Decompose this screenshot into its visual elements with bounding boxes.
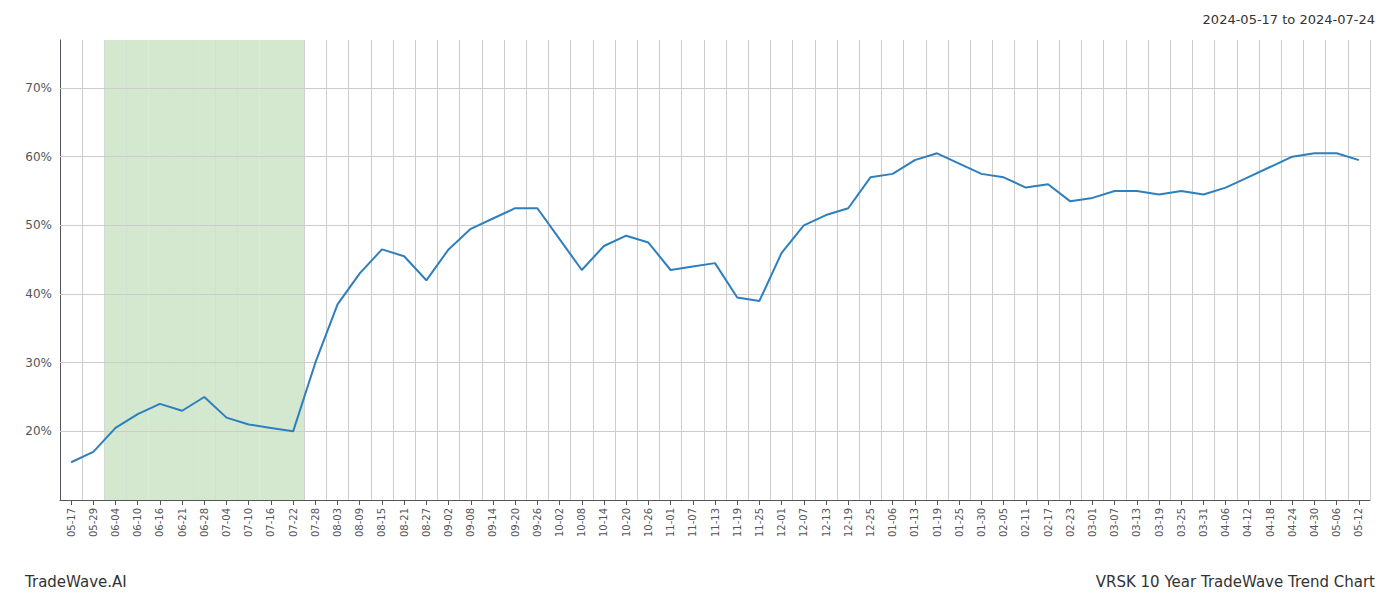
svg-text:60%: 60% <box>25 150 52 164</box>
svg-text:11-13: 11-13 <box>710 508 721 537</box>
svg-text:03-13: 03-13 <box>1131 508 1142 537</box>
svg-text:01-06: 01-06 <box>887 508 898 537</box>
svg-text:02-11: 02-11 <box>1020 508 1031 537</box>
svg-text:12-01: 12-01 <box>776 508 787 537</box>
svg-text:05-29: 05-29 <box>88 508 99 537</box>
svg-text:03-07: 03-07 <box>1109 508 1120 537</box>
svg-text:09-02: 09-02 <box>443 508 454 537</box>
svg-text:TradeWave.AI: TradeWave.AI <box>24 573 127 591</box>
svg-text:07-28: 07-28 <box>310 508 321 537</box>
svg-text:04-12: 04-12 <box>1242 508 1253 537</box>
svg-text:10-20: 10-20 <box>621 508 632 537</box>
svg-text:02-05: 02-05 <box>998 508 1009 537</box>
svg-text:08-21: 08-21 <box>399 508 410 537</box>
svg-text:09-08: 09-08 <box>465 508 476 537</box>
svg-text:01-30: 01-30 <box>976 508 987 537</box>
svg-text:06-21: 06-21 <box>177 508 188 537</box>
svg-text:08-15: 08-15 <box>376 508 387 537</box>
svg-text:11-07: 11-07 <box>687 508 698 537</box>
svg-text:VRSK 10 Year TradeWave Trend C: VRSK 10 Year TradeWave Trend Chart <box>1096 573 1375 591</box>
svg-text:09-20: 09-20 <box>510 508 521 537</box>
svg-text:12-19: 12-19 <box>843 508 854 537</box>
svg-text:09-14: 09-14 <box>487 508 498 537</box>
svg-text:04-18: 04-18 <box>1265 508 1276 537</box>
svg-text:03-01: 03-01 <box>1087 508 1098 537</box>
svg-text:12-25: 12-25 <box>865 508 876 537</box>
svg-text:07-22: 07-22 <box>288 508 299 537</box>
svg-text:11-19: 11-19 <box>732 508 743 537</box>
svg-text:04-30: 04-30 <box>1309 508 1320 537</box>
svg-text:2024-05-17 to 2024-07-24: 2024-05-17 to 2024-07-24 <box>1203 12 1375 27</box>
svg-text:10-14: 10-14 <box>598 508 609 537</box>
svg-text:12-13: 12-13 <box>821 508 832 537</box>
svg-text:06-04: 06-04 <box>110 508 121 537</box>
svg-text:12-07: 12-07 <box>798 508 809 537</box>
svg-text:08-27: 08-27 <box>421 508 432 537</box>
svg-text:11-01: 11-01 <box>665 508 676 537</box>
svg-text:01-19: 01-19 <box>932 508 943 537</box>
svg-text:08-03: 08-03 <box>332 508 343 537</box>
svg-text:02-23: 02-23 <box>1065 508 1076 537</box>
svg-text:05-17: 05-17 <box>66 508 77 537</box>
svg-text:10-02: 10-02 <box>554 508 565 537</box>
svg-text:08-09: 08-09 <box>354 508 365 537</box>
svg-text:40%: 40% <box>25 287 52 301</box>
svg-text:09-26: 09-26 <box>532 508 543 537</box>
svg-text:06-10: 06-10 <box>132 508 143 537</box>
svg-text:03-31: 03-31 <box>1198 508 1209 537</box>
svg-text:05-06: 05-06 <box>1331 508 1342 537</box>
svg-text:03-25: 03-25 <box>1176 508 1187 537</box>
svg-text:06-28: 06-28 <box>199 508 210 537</box>
svg-text:11-25: 11-25 <box>754 508 765 537</box>
svg-text:02-17: 02-17 <box>1043 508 1054 537</box>
svg-text:70%: 70% <box>25 81 52 95</box>
svg-text:07-16: 07-16 <box>265 508 276 537</box>
svg-text:07-10: 07-10 <box>243 508 254 537</box>
svg-text:10-26: 10-26 <box>643 508 654 537</box>
svg-text:06-16: 06-16 <box>154 508 165 537</box>
svg-text:01-25: 01-25 <box>954 508 965 537</box>
svg-text:20%: 20% <box>25 424 52 438</box>
svg-text:03-19: 03-19 <box>1154 508 1165 537</box>
svg-text:04-24: 04-24 <box>1287 508 1298 537</box>
svg-text:04-06: 04-06 <box>1220 508 1231 537</box>
svg-text:10-08: 10-08 <box>576 508 587 537</box>
svg-text:01-13: 01-13 <box>909 508 920 537</box>
svg-text:50%: 50% <box>25 218 52 232</box>
svg-text:07-04: 07-04 <box>221 508 232 537</box>
svg-text:30%: 30% <box>25 356 52 370</box>
svg-text:05-12: 05-12 <box>1353 508 1364 537</box>
